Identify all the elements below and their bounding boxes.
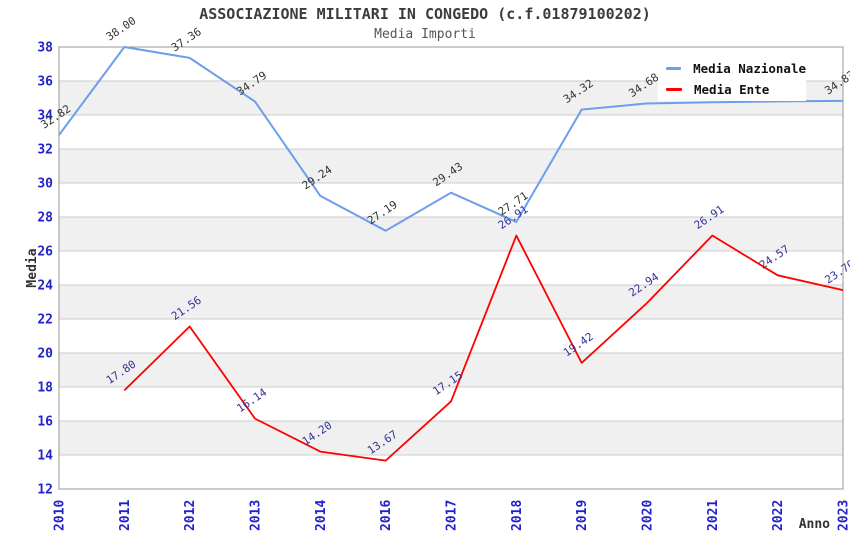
- grid-band: [59, 353, 843, 387]
- grid-band: [59, 149, 843, 183]
- legend-label-nazionale: Media Nazionale: [693, 60, 806, 76]
- x-tick-label-2017: 2017: [445, 500, 460, 531]
- legend-item-media-ente: Media Ente: [666, 82, 806, 97]
- x-tick-label-2011: 2011: [118, 500, 133, 531]
- series-line-media-ente: [123, 234, 844, 462]
- legend-swatch-ente-icon: [666, 87, 682, 91]
- x-tick-label-2014: 2014: [314, 500, 329, 531]
- grid-band: [59, 421, 843, 455]
- y-tick-label-30: 30: [37, 177, 53, 192]
- grid-band: [59, 285, 843, 319]
- x-tick-label-2019: 2019: [575, 500, 590, 531]
- grid-band: [59, 183, 843, 217]
- y-tick-label-14: 14: [37, 449, 53, 464]
- x-tick-label-2022: 2022: [771, 500, 786, 531]
- x-tick-label-2012: 2012: [183, 500, 198, 531]
- y-tick-label-28: 28: [37, 211, 53, 226]
- legend: Media Nazionale Media Ente: [658, 56, 806, 101]
- x-tick-label-2010: 2010: [53, 500, 68, 531]
- series-line-media-nazionale: [58, 46, 844, 232]
- grid-band: [59, 319, 843, 353]
- legend-swatch-nazionale-icon: [666, 66, 682, 70]
- y-tick-label-24: 24: [37, 279, 53, 294]
- x-tick-label-2013: 2013: [249, 500, 264, 531]
- y-tick-label-22: 22: [37, 313, 53, 328]
- x-tick-label-2018: 2018: [510, 500, 525, 531]
- x-tick-label-2021: 2021: [706, 500, 721, 531]
- x-tick-label-2020: 2020: [641, 500, 656, 531]
- grid-band: [59, 455, 843, 489]
- y-tick-label-38: 38: [37, 41, 53, 56]
- y-tick-label-18: 18: [37, 381, 53, 396]
- x-axis-title: Anno: [798, 517, 830, 532]
- y-tick-label-32: 32: [37, 143, 53, 158]
- y-tick-label-12: 12: [37, 483, 53, 498]
- y-tick-label-26: 26: [37, 245, 53, 260]
- grid-band: [59, 115, 843, 149]
- point-label-media-nazionale-2011: 38.00: [104, 14, 139, 43]
- legend-label-ente: Media Ente: [694, 81, 770, 97]
- grid-band: [59, 387, 843, 421]
- chart-title: ASSOCIAZIONE MILITARI IN CONGEDO (c.f.01…: [199, 5, 651, 23]
- x-tick-label-2023: 2023: [837, 500, 850, 531]
- y-tick-label-34: 34: [37, 109, 53, 124]
- grid-band: [59, 217, 843, 251]
- x-tick-label-2016: 2016: [379, 500, 394, 531]
- y-tick-label-16: 16: [37, 415, 53, 430]
- y-tick-label-20: 20: [37, 347, 53, 362]
- chart-subtitle: Media Importi: [374, 27, 476, 42]
- grid-band: [59, 251, 843, 285]
- y-tick-label-36: 36: [37, 75, 53, 90]
- plot-border: [58, 46, 844, 490]
- legend-item-media-nazionale: Media Nazionale: [666, 61, 806, 76]
